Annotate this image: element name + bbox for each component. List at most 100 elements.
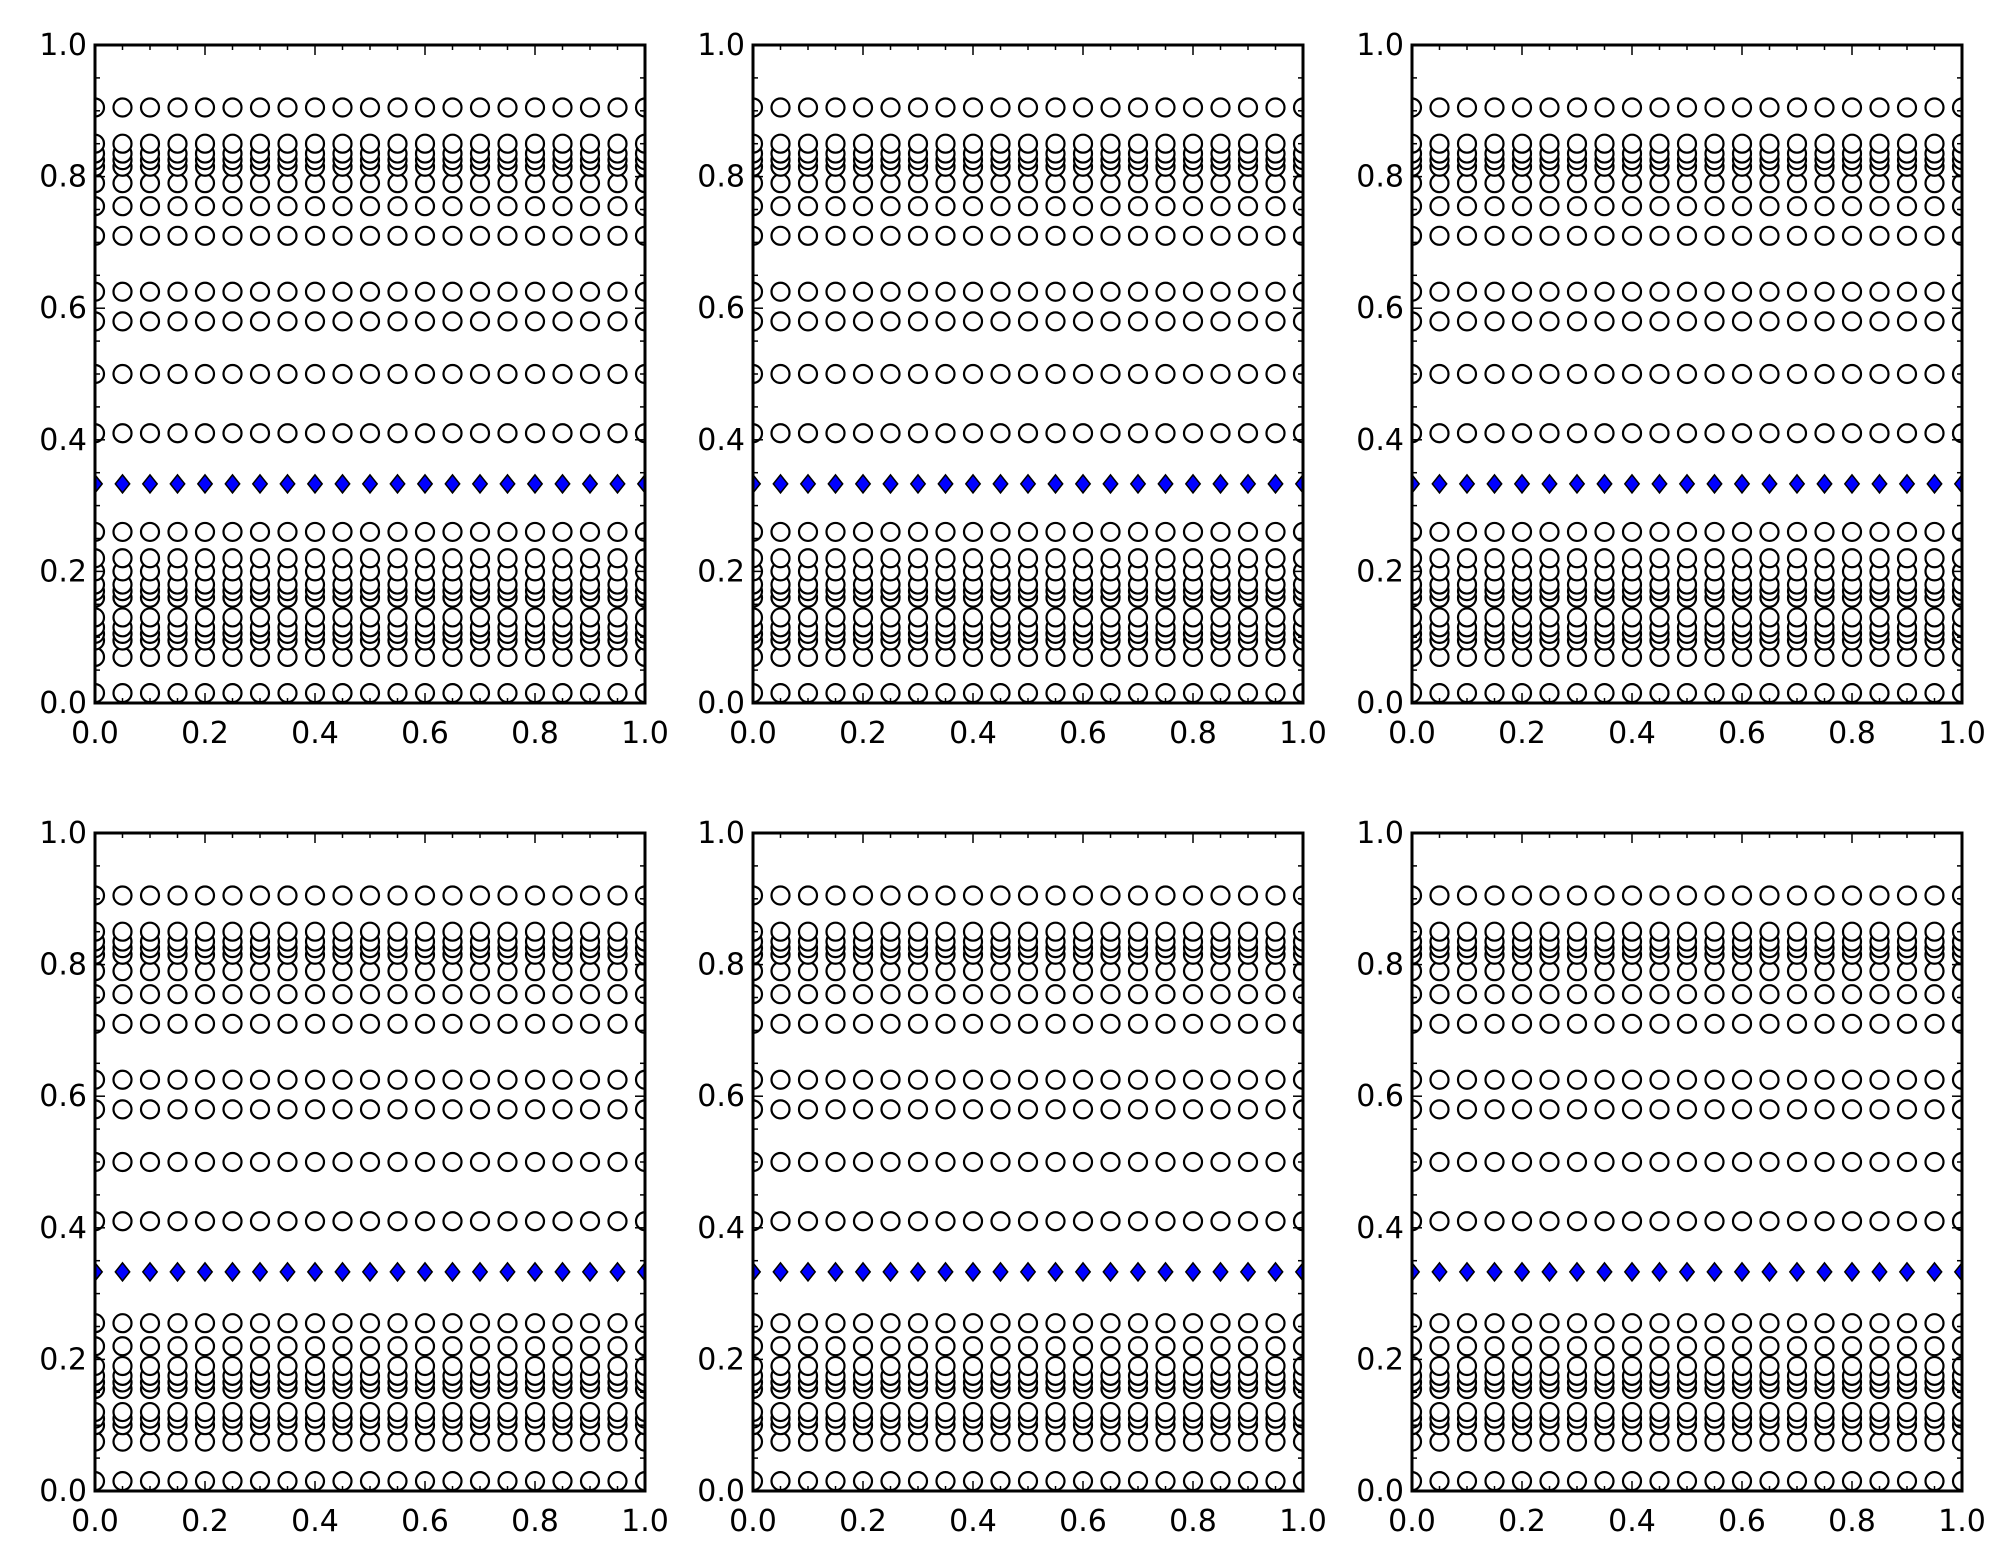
diamond-point [1157, 473, 1174, 495]
circle-point [1539, 1211, 1560, 1232]
circle-point [1045, 921, 1066, 942]
subplot-6-markers [1412, 885, 1962, 1491]
circle-point [1017, 1013, 1039, 1034]
x-tick-label: 0.8 [1828, 716, 1876, 751]
circle-point [414, 921, 436, 942]
circle-point [497, 1013, 518, 1034]
circle-point [1127, 921, 1149, 942]
circle-point [1649, 196, 1670, 217]
circle-point [1484, 173, 1505, 194]
circle-point [332, 1069, 353, 1090]
circle-point [1456, 1401, 1478, 1423]
circle-point [469, 133, 491, 154]
circle-point [880, 1069, 901, 1090]
circle-point [1072, 961, 1094, 982]
circle-point [139, 196, 161, 217]
circle-point [414, 133, 436, 154]
circle-point [1155, 961, 1176, 982]
circle-point [304, 1313, 326, 1334]
circle-point [1869, 173, 1890, 194]
circle-point [1539, 984, 1560, 1005]
diamond-point [1212, 1261, 1229, 1283]
circle-point [797, 1313, 819, 1334]
circle-point [469, 1355, 491, 1377]
circle-point [469, 961, 491, 982]
circle-point [194, 423, 216, 444]
diamond-point [389, 473, 406, 495]
circle-point [1814, 363, 1835, 385]
circle-point [1237, 1211, 1259, 1232]
circle-point [1731, 1099, 1753, 1120]
diamond-point [1788, 473, 1806, 495]
circle-point [880, 646, 901, 668]
circle-point [304, 423, 326, 444]
circle-point [469, 97, 491, 118]
circle-point [1292, 961, 1303, 982]
circle-point [990, 1069, 1011, 1090]
circle-point [1704, 173, 1725, 194]
circle-point [962, 1099, 984, 1120]
diamond-point [196, 473, 214, 495]
circle-point [167, 311, 188, 332]
x-tick-label: 0.4 [291, 1504, 339, 1539]
circle-point [1456, 225, 1478, 246]
circle-point [277, 225, 298, 246]
circle-point [332, 1099, 353, 1120]
diamond-point [1458, 1261, 1476, 1283]
circle-point [1100, 984, 1121, 1005]
circle-point [607, 1401, 628, 1423]
circle-point [1100, 173, 1121, 194]
circle-point [579, 1313, 601, 1334]
diamond-point [1926, 473, 1943, 495]
diamond-point [1184, 473, 1202, 495]
circle-point [797, 1401, 819, 1423]
circle-point [1841, 133, 1863, 154]
diamond-point [279, 1261, 296, 1283]
circle-point [1566, 1151, 1588, 1173]
circle-point [1511, 548, 1533, 569]
circle-point [1786, 311, 1808, 332]
diamond-point [799, 1261, 817, 1283]
circle-point [1621, 961, 1643, 982]
circle-point [1456, 1069, 1478, 1090]
circle-point [907, 225, 929, 246]
circle-point [1814, 607, 1835, 628]
circle-point [990, 423, 1011, 444]
circle-point [497, 133, 518, 154]
circle-point [359, 133, 381, 154]
circle-point [1814, 281, 1835, 302]
circle-point [1429, 173, 1450, 194]
circle-point [990, 885, 1011, 906]
y-tick-label: 1.0 [697, 28, 745, 63]
circle-point [1127, 363, 1149, 385]
circle-point [852, 1151, 874, 1173]
circle-point [249, 521, 271, 543]
circle-point [990, 984, 1011, 1005]
circle-point [139, 225, 161, 246]
circle-point [1676, 885, 1698, 906]
circle-point [332, 607, 353, 628]
circle-point [1484, 1211, 1505, 1232]
circle-point [1539, 1313, 1560, 1334]
circle-point [1676, 196, 1698, 217]
circle-point [1072, 548, 1094, 569]
circle-point [387, 423, 408, 444]
circle-point [1704, 225, 1725, 246]
circle-point [414, 885, 436, 906]
circle-point [414, 281, 436, 302]
circle-point [1127, 1099, 1149, 1120]
circle-point [1155, 1336, 1176, 1357]
circle-point [524, 225, 546, 246]
circle-point [552, 1099, 573, 1120]
circle-point [1292, 1431, 1303, 1452]
circle-point [1924, 646, 1945, 668]
circle-point [1869, 1401, 1890, 1423]
circle-point [1265, 423, 1286, 444]
circle-point [1951, 984, 1962, 1005]
circle-point [139, 646, 161, 668]
diamond-point [753, 473, 762, 495]
circle-point [497, 1431, 518, 1452]
circle-point [469, 1336, 491, 1357]
circle-point [1566, 548, 1588, 569]
diamond-point [444, 1261, 461, 1283]
